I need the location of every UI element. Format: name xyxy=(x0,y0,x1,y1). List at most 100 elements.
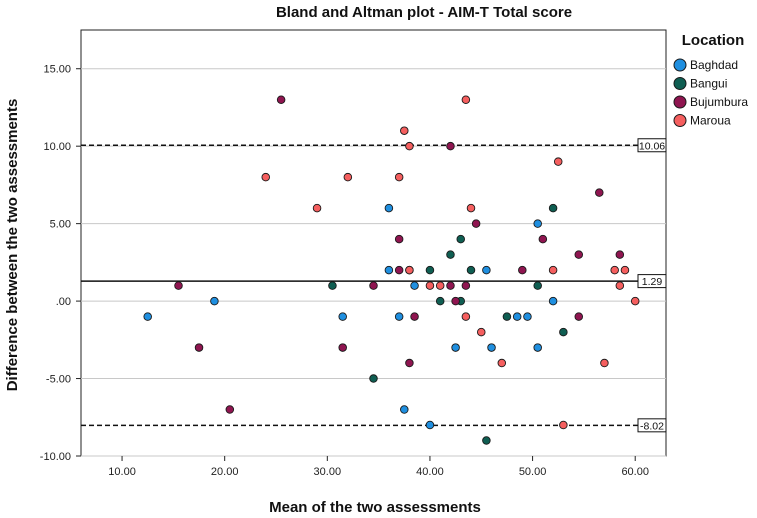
data-point-bangui xyxy=(466,265,476,275)
data-point-baghdad xyxy=(400,405,409,414)
data-point-maroua xyxy=(343,172,353,182)
reference-label: 10.06 xyxy=(639,140,665,152)
y-tick-label: -5.00 xyxy=(46,374,71,386)
data-point-bujumbura xyxy=(338,343,347,352)
data-point-maroua xyxy=(435,281,445,290)
reference-lines: 10.06 1.29 -8.02 xyxy=(81,138,667,433)
y-tick-label: 5.00 xyxy=(50,219,71,231)
y-axis-title: Difference between the two assessments xyxy=(4,99,21,392)
data-point-bangui xyxy=(559,327,568,337)
data-point-bujumbura xyxy=(394,234,404,244)
data-point-bujumbura xyxy=(446,141,455,151)
data-point-baghdad xyxy=(143,312,152,321)
data-point-bangui xyxy=(548,203,558,213)
x-axis-ticks: 10.00 20.00 30.00 40.00 50.00 60.00 xyxy=(108,456,649,478)
data-point-bujumbura xyxy=(451,296,460,306)
legend: Location Baghdad Bangui Bujumbura Maroua xyxy=(673,32,748,128)
legend-marker xyxy=(673,58,687,72)
x-tick-label: 10.00 xyxy=(108,466,136,478)
data-point-bangui xyxy=(533,281,542,290)
data-point-maroua xyxy=(425,281,435,290)
data-point-bangui xyxy=(425,265,435,275)
reference-label: 1.29 xyxy=(642,276,663,288)
data-point-bangui xyxy=(369,374,378,383)
data-point-bujumbura xyxy=(276,95,286,104)
legend-label: Bangui xyxy=(690,77,727,91)
data-point-baghdad xyxy=(384,203,394,213)
legend-label: Maroua xyxy=(690,114,731,128)
data-point-maroua xyxy=(497,358,507,368)
data-point-maroua xyxy=(610,265,619,275)
data-point-bujumbura xyxy=(369,281,378,290)
data-point-bujumbura xyxy=(471,219,481,228)
data-point-maroua xyxy=(466,203,476,213)
data-point-maroua xyxy=(477,327,486,337)
data-point-bujumbura xyxy=(574,250,584,259)
legend-label: Bujumbura xyxy=(690,95,748,109)
data-point-maroua xyxy=(405,265,414,275)
data-point-baghdad xyxy=(487,343,496,352)
x-tick-label: 60.00 xyxy=(621,466,649,478)
reference-label-box xyxy=(637,418,667,433)
data-point-maroua xyxy=(630,296,640,306)
plot-area xyxy=(80,29,667,457)
data-point-baghdad xyxy=(210,296,219,306)
data-point-bangui xyxy=(328,281,337,290)
y-tick-label: .00 xyxy=(56,296,71,308)
data-point-maroua xyxy=(394,172,404,182)
x-tick-label: 40.00 xyxy=(416,466,444,478)
data-point-maroua xyxy=(620,265,630,275)
data-point-bujumbura xyxy=(174,281,183,290)
data-point-maroua xyxy=(548,265,558,275)
reference-label-box xyxy=(637,274,667,289)
data-point-baghdad xyxy=(451,343,460,352)
x-axis-title: Mean of the two assessments xyxy=(269,499,481,516)
reference-label-box xyxy=(637,138,667,153)
data-point-bujumbura xyxy=(518,265,527,275)
data-point-bujumbura xyxy=(615,250,625,259)
data-points xyxy=(143,95,640,445)
grid-lines xyxy=(81,68,666,457)
legend-marker xyxy=(673,114,687,127)
data-point-bangui xyxy=(456,234,465,244)
data-point-baghdad xyxy=(410,281,419,290)
y-tick-label: -10.00 xyxy=(40,451,71,463)
data-point-maroua xyxy=(461,95,471,104)
y-axis-ticks: -10.00 -5.00 .00 5.00 10.00 15.00 xyxy=(40,64,81,463)
data-point-bujumbura xyxy=(410,312,419,321)
data-point-baghdad xyxy=(338,312,347,321)
data-point-maroua xyxy=(461,312,471,321)
data-point-bujumbura xyxy=(595,188,604,197)
data-point-maroua xyxy=(615,281,625,290)
data-point-bujumbura xyxy=(405,358,414,368)
chart-title: Bland and Altman plot - AIM-T Total scor… xyxy=(276,4,572,21)
data-point-bangui xyxy=(446,250,455,259)
data-point-baghdad xyxy=(533,219,542,228)
data-point-bujumbura xyxy=(446,281,455,290)
data-point-baghdad xyxy=(394,312,404,321)
data-point-baghdad xyxy=(482,265,491,275)
legend-label: Baghdad xyxy=(690,58,738,72)
data-point-maroua xyxy=(405,141,414,151)
data-point-bujumbura xyxy=(194,343,204,352)
data-point-maroua xyxy=(261,172,270,182)
data-point-baghdad xyxy=(384,265,394,275)
data-point-bangui xyxy=(482,436,491,445)
data-point-bujumbura xyxy=(394,265,404,275)
legend-title: Location xyxy=(682,32,745,49)
data-point-baghdad xyxy=(512,312,522,321)
data-point-bujumbura xyxy=(574,312,584,321)
legend-marker xyxy=(673,95,687,109)
y-tick-label: 15.00 xyxy=(43,64,71,76)
data-point-bujumbura xyxy=(538,234,548,244)
legend-marker xyxy=(673,77,687,90)
reference-label: -8.02 xyxy=(640,420,664,432)
x-tick-label: 50.00 xyxy=(519,466,547,478)
data-point-maroua xyxy=(600,358,609,368)
data-point-maroua xyxy=(312,203,322,213)
x-tick-label: 20.00 xyxy=(211,466,239,478)
x-tick-label: 30.00 xyxy=(314,466,342,478)
data-point-baghdad xyxy=(425,420,435,430)
data-point-baghdad xyxy=(533,343,542,352)
